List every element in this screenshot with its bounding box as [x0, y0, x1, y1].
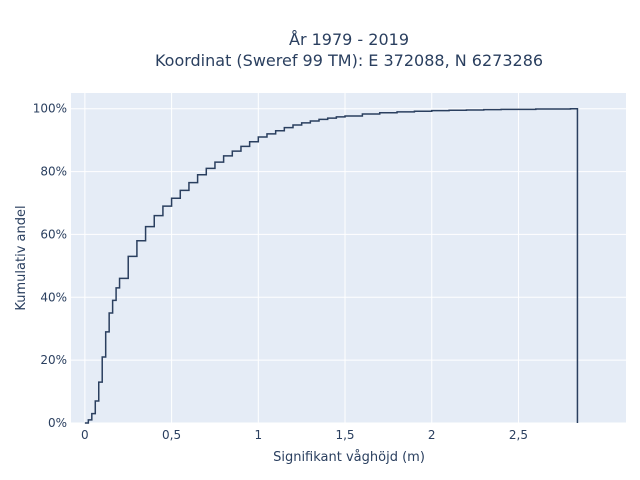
y-tick-label: 40%	[40, 290, 67, 304]
chart-title-line2: Koordinat (Sweref 99 TM): E 372088, N 62…	[155, 51, 543, 70]
x-tick-label: 2,5	[509, 428, 528, 442]
chart-title-line1: År 1979 - 2019	[289, 30, 409, 49]
x-tick-labels: 0 0,5 1 1,5 2 2,5	[81, 428, 528, 442]
cdf-step-line	[84, 107, 579, 424]
x-tick-label: 0,5	[162, 428, 181, 442]
x-tick-label: 1	[254, 428, 262, 442]
gridlines	[71, 93, 626, 424]
y-tick-label: 80%	[40, 165, 67, 179]
y-tick-label: 20%	[40, 353, 67, 367]
x-tick-label: 1,5	[335, 428, 354, 442]
y-tick-label: 0%	[48, 416, 67, 430]
x-axis-label: Signifikant våghöjd (m)	[273, 450, 425, 465]
y-tick-label: 100%	[33, 102, 67, 116]
x-tick-label: 2	[428, 428, 436, 442]
x-tick-label: 0	[81, 428, 89, 442]
plot-area	[71, 93, 626, 423]
y-tick-labels: 0% 20% 40% 60% 80% 100%	[33, 102, 67, 430]
y-axis-label: Kumulativ andel	[14, 205, 29, 310]
y-tick-label: 60%	[40, 227, 67, 241]
